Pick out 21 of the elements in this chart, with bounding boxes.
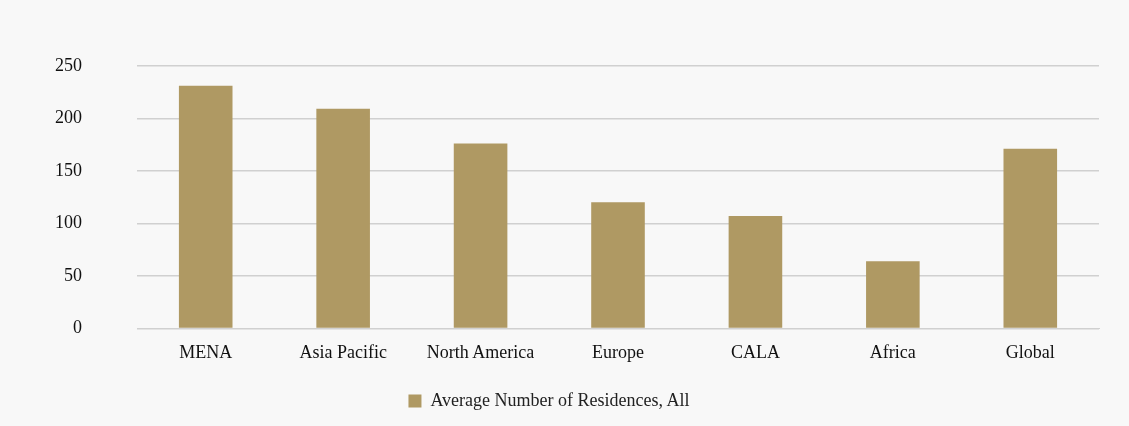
bar [728,216,783,328]
x-tick-label: Africa [869,341,916,362]
y-tick-label: 200 [55,107,82,128]
bar [453,143,508,328]
y-tick-label: 50 [64,264,82,285]
y-tick-label: 250 [55,54,82,75]
bar [316,108,370,328]
x-tick-label: North America [426,341,535,362]
x-tick-label: Europe [592,341,644,362]
x-tick-label: Global [1005,341,1055,362]
x-tick-label: Asia Pacific [299,341,387,362]
y-tick-label: 100 [55,212,82,233]
y-tick-label: 0 [73,317,82,338]
x-tick-label: CALA [730,341,780,362]
y-tick-label: 150 [55,159,82,180]
legend-label: Average Number of Residences, All [430,389,690,410]
bar [591,202,645,328]
x-tick-label: MENA [179,341,233,362]
bar [866,261,920,328]
bar [178,85,233,328]
bar [1003,148,1058,328]
